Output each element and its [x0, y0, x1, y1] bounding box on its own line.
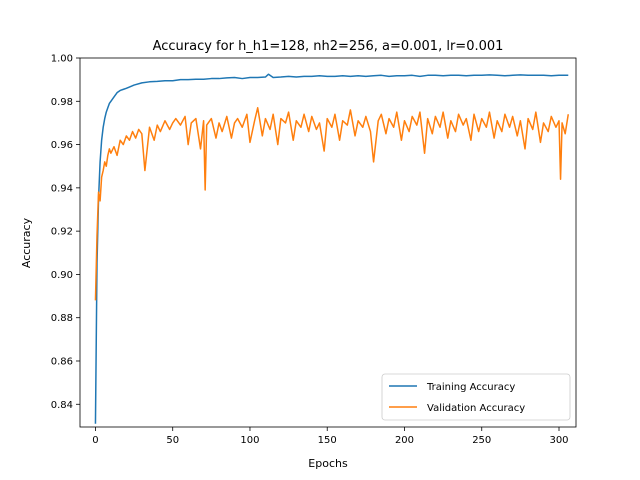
- legend-label-training: Training Accuracy: [426, 382, 515, 393]
- y-tick-label: 0.84: [51, 400, 73, 411]
- x-tick-label: 100: [240, 435, 259, 446]
- x-tick-label: 150: [318, 435, 337, 446]
- x-tick-label: 200: [395, 435, 414, 446]
- y-tick-label: 0.86: [51, 356, 73, 367]
- x-tick-label: 250: [472, 435, 491, 446]
- x-axis-label: Epochs: [308, 457, 348, 470]
- chart-title: Accuracy for h_h1=128, nh2=256, a=0.001,…: [153, 39, 504, 54]
- legend-label-validation: Validation Accuracy: [427, 403, 525, 414]
- x-tick-label: 300: [549, 435, 568, 446]
- legend: Training Accuracy Validation Accuracy: [381, 373, 571, 421]
- x-axis: 0 50 100 150 200 250 300: [92, 427, 569, 446]
- y-tick-label: 0.94: [51, 183, 73, 194]
- y-tick-label: 0.88: [51, 313, 73, 324]
- validation-accuracy-line: [94, 107, 570, 301]
- y-axis-label: Accuracy: [20, 217, 33, 268]
- y-axis: 0.84 0.86 0.88 0.90 0.92 0.94 0.96 0.98 1.00: [51, 54, 80, 411]
- y-tick-label: 0.98: [51, 97, 73, 108]
- series-group: [94, 73, 570, 424]
- plot-area: 0 50 100 150 200 250 300 0.840.860.880.900.920…: [51, 54, 577, 446]
- x-tick-label: 50: [166, 435, 179, 446]
- plot-frame: [79, 57, 577, 428]
- legend-frame: [381, 373, 571, 421]
- x-tick-label: 0: [92, 435, 98, 446]
- y-tick-label: 0.90: [51, 270, 73, 281]
- y-tick-label: 0.96: [51, 140, 73, 151]
- y-tick-label: 1.00: [51, 54, 73, 65]
- training-accuracy-line: [94, 73, 569, 424]
- y-tick-label: 0.92: [51, 227, 73, 238]
